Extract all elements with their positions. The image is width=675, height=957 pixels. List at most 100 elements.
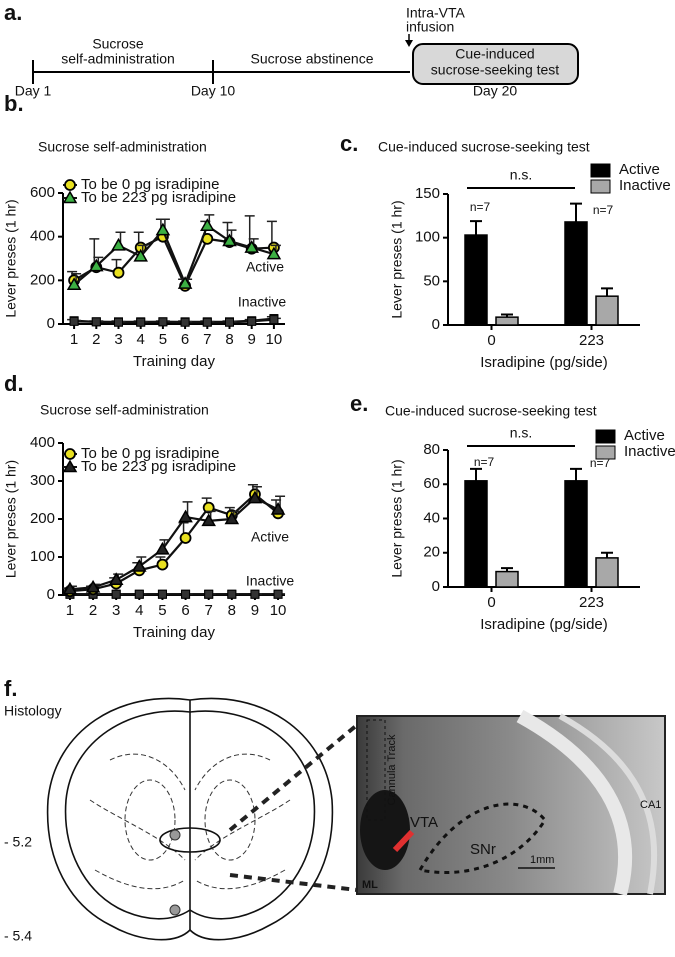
stage-label: Cue-induced [455,46,534,62]
marker [201,513,216,527]
marker [177,276,193,289]
x-tick-label: 6 [181,331,189,348]
stage-label: Sucrose abstinence [251,51,374,67]
bar [564,221,588,326]
marker [156,558,169,571]
annotation: n=7 [593,203,614,217]
error-bar [601,287,613,297]
x-tick-label: 0 [487,594,495,611]
image-label: 1mm [530,854,554,866]
zoom-lines [228,723,359,892]
marker [62,581,78,595]
y-tick-label: 20 [423,544,440,561]
chart-title: Sucrose self-administration [40,402,209,418]
marker [133,248,148,262]
y-axis-title: Lever preses (1 hr) [389,459,405,577]
marker [111,237,126,251]
marker [180,317,190,327]
legend-marker [64,179,76,191]
legend-label: Inactive [619,177,671,194]
marker [179,532,192,544]
marker [178,509,193,523]
marker [157,589,167,599]
x-tick-label: 2 [89,602,97,619]
legend-swatch [595,445,616,460]
marker [273,589,283,599]
bar [464,234,488,326]
x-tick-label: 9 [248,331,256,348]
y-tick-label: 0 [47,586,55,603]
x-tick-label: 10 [270,602,287,619]
bar [464,480,488,588]
marker [132,558,147,572]
micrograph [356,709,666,896]
x-tick-label: 4 [137,331,145,348]
legend-marker [62,190,78,204]
chart-title: Cue-induced sucrose-seeking test [378,139,590,155]
y-tick-label: 50 [423,272,440,289]
marker [269,315,279,325]
x-tick-label: 1 [70,331,78,348]
y-tick-label: 0 [432,316,440,333]
x-tick-label: 8 [225,331,233,348]
image-label: VTA [410,814,438,831]
legend-label: Inactive [624,443,675,460]
panel-label: f. [4,676,17,701]
active-line [73,235,274,289]
marker [158,317,168,327]
annotation: Inactive [246,573,294,589]
legend-swatch [595,429,616,444]
day-label: Day 20 [473,83,518,99]
marker [69,316,79,326]
marker [204,589,214,599]
error-bar [570,202,582,222]
panel-label: b. [4,91,24,116]
legend-label: Active [624,427,665,444]
x-tick-label: 4 [135,602,143,619]
error-bar [570,467,582,481]
annotation: Inactive [238,294,286,310]
y-axis-title: Lever preses (1 hr) [389,200,405,318]
level-label: - 5.4 [4,928,32,944]
legend-label: To be 223 pg isradipine [81,189,236,206]
level-label: - 5.2 [4,834,32,850]
marker [89,258,104,272]
day-label: Day 10 [191,83,236,99]
marker [91,317,101,327]
active-line [69,492,279,593]
day-label: Day 1 [15,83,52,99]
y-tick-label: 400 [30,434,55,451]
bar [595,295,619,326]
marker [85,579,101,593]
x-tick-label: 1 [66,602,74,619]
marker [224,511,240,525]
legend-label: To be 0 pg isradipine [81,176,219,193]
marker [222,233,237,247]
y-tick-label: 600 [30,184,55,201]
legend-marker [62,459,78,473]
image-label: SNr [470,841,496,858]
x-tick-label: 7 [205,602,213,619]
marker [266,246,282,260]
marker [108,572,124,586]
annotation: n=7 [470,200,491,214]
error-bar [470,467,482,481]
marker [250,589,260,599]
marker [227,589,237,599]
panel-label: e. [350,391,368,416]
inactive-line [74,318,274,324]
marker [155,541,170,555]
y-tick-label: 0 [432,578,440,595]
bar [495,316,519,326]
stage-label: self-administration [61,51,175,67]
brain-atlas [46,697,334,941]
marker [114,317,123,327]
histology-title: Histology [4,703,62,719]
legend-label: To be 223 pg isradipine [81,458,236,475]
y-tick-label: 400 [30,228,55,245]
marker [270,501,286,515]
active-line [69,496,279,591]
marker [247,490,263,504]
marker [181,589,191,599]
